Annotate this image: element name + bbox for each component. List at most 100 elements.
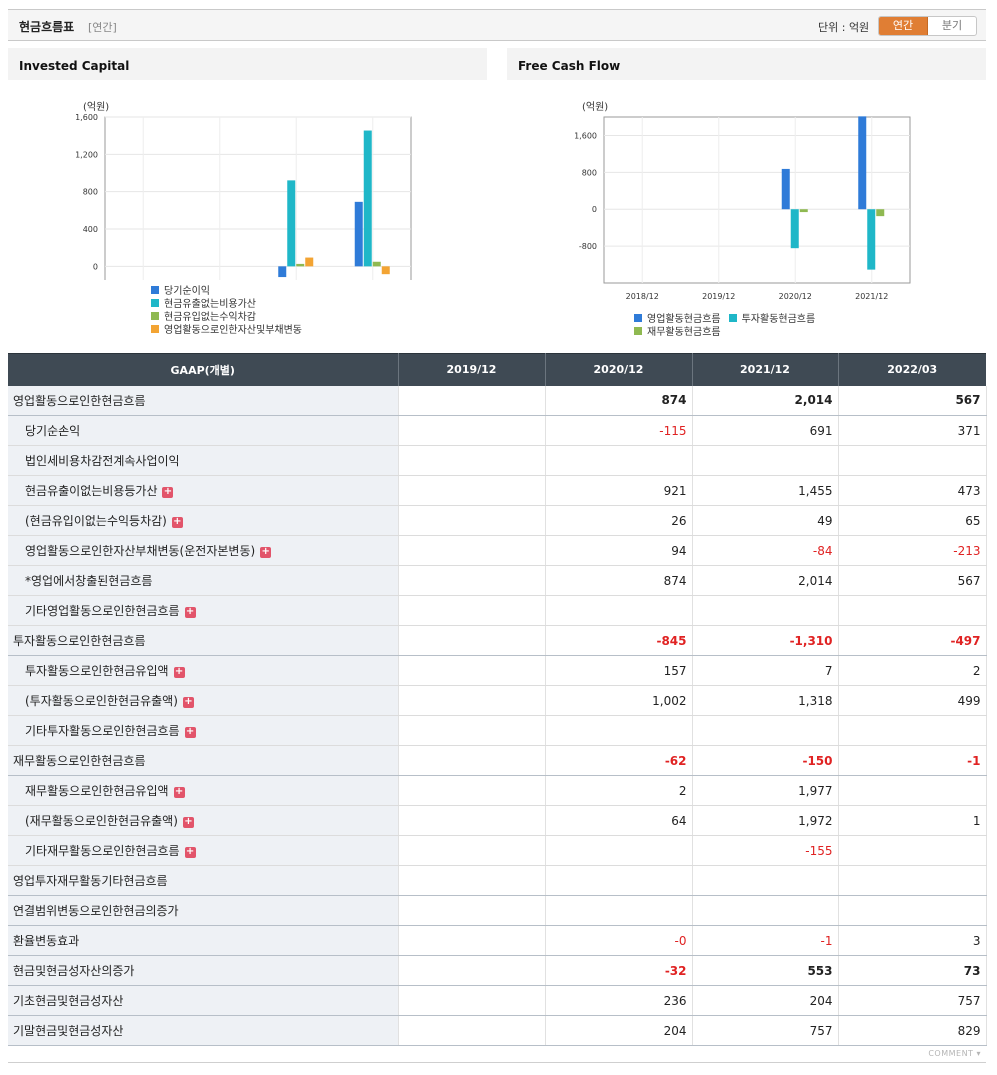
value-cell [838, 835, 987, 866]
value-cell [398, 595, 546, 626]
row-label: *영업에서창출된현금흐름 [25, 574, 153, 588]
value-cell [545, 715, 693, 746]
x-tick-label: 2021/12 [855, 292, 888, 301]
table-row: 환율변동효과 -0 -1 3 [8, 925, 987, 956]
row-label-cell: 현금유출이없는비용등가산 + [8, 475, 399, 506]
row-label-cell: 투자활동으로인한현금유입액 + [8, 655, 399, 686]
value-cell [398, 625, 546, 656]
free-cash-flow-chart: -800 0 800 1,600 2018/12 2019/12 2020/12 2021/1… [574, 101, 911, 301]
row-label: 연결범위변동으로인한현금의증가 [13, 904, 179, 918]
value-cell: 64 [545, 805, 693, 836]
value-cell: 1 [838, 805, 987, 836]
value-cell [398, 805, 546, 836]
comment-toggle[interactable]: COMMENT ▾ [928, 1049, 981, 1058]
value-cell: 157 [545, 655, 693, 686]
value-cell: -155 [692, 835, 839, 866]
row-label-cell: 법인세비용차감전계속사업이익 [8, 445, 399, 476]
row-label: 투자활동으로인한현금흐름 [13, 634, 146, 648]
row-label: 투자활동으로인한현금유입액 [25, 664, 169, 678]
table-body: 영업활동으로인한현금흐름 874 2,014 567 당기순손익 -115 691 371 법인… [8, 385, 987, 1046]
row-label-cell: 영업활동으로인한자산부채변동(운전자본변동) + [8, 535, 399, 566]
value-cell: 7 [692, 655, 839, 686]
legend-swatch [151, 298, 159, 307]
bar [381, 266, 390, 275]
row-label: 영업투자재무활동기타현금흐름 [13, 874, 168, 888]
expand-icon[interactable]: + [182, 816, 194, 828]
legend-swatch [151, 324, 159, 333]
value-cell: -150 [692, 745, 839, 776]
value-cell: 553 [692, 955, 839, 986]
value-cell [398, 775, 546, 806]
y-tick-label: 1,600 [574, 131, 597, 140]
value-cell [838, 895, 987, 926]
table-row: (재무활동으로인한현금유출액) +64 1,972 1 [8, 805, 987, 836]
value-cell [398, 865, 546, 896]
row-label-cell: 영업활동으로인한현금흐름 [8, 385, 399, 416]
expand-icon[interactable]: + [173, 786, 185, 798]
value-cell [545, 895, 693, 926]
row-label-cell: 당기순손익 [8, 415, 399, 446]
x-tick-label: 2018/12 [626, 292, 659, 301]
expand-icon[interactable]: + [162, 486, 174, 498]
legend-swatch [728, 313, 737, 322]
value-cell [398, 385, 546, 416]
value-cell: 1,002 [545, 685, 693, 716]
value-cell: 1,318 [692, 685, 839, 716]
expand-icon[interactable]: + [182, 696, 194, 708]
value-cell: 921 [545, 475, 693, 506]
expand-icon[interactable]: + [184, 846, 196, 858]
period-toggle: 연간 분기 [878, 16, 977, 36]
value-cell [398, 415, 546, 446]
value-cell [398, 925, 546, 956]
value-cell [398, 475, 546, 506]
y-tick-label: 0 [592, 205, 597, 214]
column-header: 2021/12 [692, 353, 839, 386]
legend-label: 현금유출없는비용가산 [164, 299, 256, 310]
table-row: 기타재무활동으로인한현금흐름 + -155 [8, 835, 987, 866]
expand-icon[interactable]: + [260, 546, 272, 558]
quarter-button[interactable]: 분기 [941, 19, 963, 32]
row-label: 영업활동으로인한현금흐름 [13, 393, 146, 408]
value-cell [692, 895, 839, 926]
value-cell: 1,972 [692, 805, 839, 836]
expand-icon[interactable]: + [173, 666, 185, 678]
value-cell [398, 985, 546, 1016]
expand-icon[interactable]: + [184, 606, 196, 618]
value-cell [398, 715, 546, 746]
row-label: 현금유출이없는비용등가산 [25, 484, 158, 498]
free-cash-flow-panel: Free Cash Flow -800 0 800 1,600 2018/12 2019/… [507, 48, 986, 353]
value-cell: 2,014 [692, 565, 839, 596]
table-row: 기타영업활동으로인한현금흐름 + [8, 595, 987, 626]
value-cell [838, 865, 987, 896]
expand-icon[interactable]: + [171, 516, 183, 528]
x-tick-label: 2020/12 [779, 292, 812, 301]
row-label: 기타재무활동으로인한현금흐름 [25, 844, 180, 858]
row-label-cell: 환율변동효과 [8, 925, 399, 956]
invested-capital-panel: Invested Capital 04008001,2001,6002018/1… [8, 48, 487, 353]
legend-item: 현금유입없는수익차감 [151, 309, 302, 323]
value-cell: -1 [692, 925, 839, 956]
bar [287, 180, 296, 267]
value-cell [398, 835, 546, 866]
row-label-cell: 기타재무활동으로인한현금흐름 + [8, 835, 399, 866]
value-cell [398, 535, 546, 566]
table-row: 재무활동으로인한현금흐름 -62 -150 -1 [8, 745, 987, 776]
value-cell: -62 [545, 745, 693, 776]
value-cell: 1,977 [692, 775, 839, 806]
value-cell [398, 745, 546, 776]
y-tick-label: 800 [83, 188, 98, 197]
value-cell: 65 [838, 505, 987, 536]
table-row: 영업활동으로인한현금흐름 874 2,014 567 [8, 385, 987, 416]
annual-button[interactable]: 연간 [879, 17, 928, 35]
table-row: 투자활동으로인한현금흐름 -845 -1,310 -497 [8, 625, 987, 656]
value-cell [692, 595, 839, 626]
row-label-cell: 기타투자활동으로인한현금흐름 + [8, 715, 399, 746]
bar [781, 168, 790, 210]
row-label-cell: 기초현금및현금성자산 [8, 985, 399, 1016]
value-cell [838, 595, 987, 626]
table-row: 기초현금및현금성자산 236 204 757 [8, 985, 987, 1016]
footer-divider [8, 1062, 986, 1063]
legend-item: 재무활동현금흐름 [634, 324, 815, 338]
value-cell [398, 445, 546, 476]
expand-icon[interactable]: + [184, 726, 196, 738]
